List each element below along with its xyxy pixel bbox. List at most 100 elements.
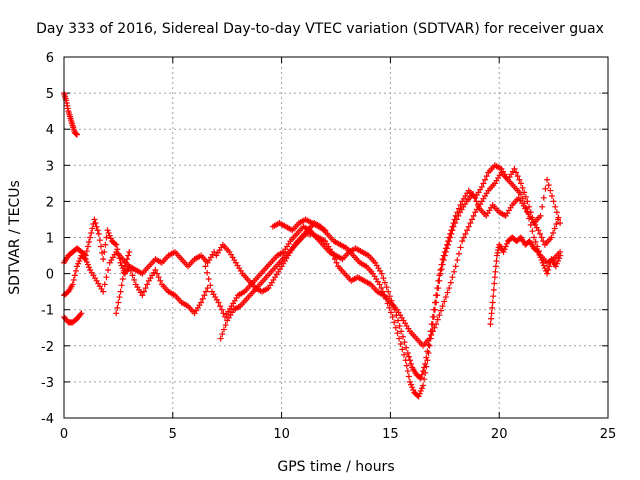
data-point	[451, 268, 458, 275]
data-point	[211, 248, 218, 255]
data-point	[539, 259, 546, 266]
data-point	[471, 194, 478, 201]
data-point	[517, 180, 524, 187]
data-point	[201, 292, 208, 299]
data-point	[76, 257, 83, 264]
data-point	[442, 248, 449, 255]
data-point	[491, 274, 498, 281]
data-point	[489, 299, 496, 306]
data-point	[557, 220, 564, 227]
series-arc-8	[217, 169, 564, 349]
data-point	[423, 363, 430, 370]
data-point	[409, 384, 416, 391]
data-point	[514, 173, 521, 180]
data-point	[113, 310, 120, 317]
data-point	[380, 275, 387, 282]
data-point	[537, 230, 543, 237]
data-point	[516, 176, 523, 183]
data-point	[438, 266, 445, 273]
data-point	[117, 288, 124, 295]
data-point	[500, 248, 507, 255]
data-point	[455, 212, 462, 219]
data-point	[548, 234, 555, 241]
data-point	[383, 284, 390, 291]
data-point	[333, 259, 340, 266]
data-point	[100, 256, 107, 263]
data-point	[117, 259, 124, 266]
data-point	[448, 230, 455, 237]
data-point	[459, 238, 466, 245]
data-point	[217, 303, 224, 310]
data-point	[74, 131, 81, 138]
data-point	[539, 203, 546, 210]
data-point	[376, 281, 383, 288]
data-point	[519, 184, 526, 191]
data-point	[69, 281, 76, 288]
data-point	[452, 220, 459, 227]
data-point	[385, 288, 392, 295]
data-point	[449, 227, 456, 234]
x-tick-label: 25	[600, 427, 617, 442]
data-point	[402, 357, 409, 364]
data-point	[106, 232, 113, 239]
data-point	[492, 263, 499, 270]
data-point	[103, 274, 110, 281]
data-point	[205, 276, 212, 283]
data-point	[457, 244, 464, 251]
data-point	[396, 322, 403, 329]
x-tick-label: 15	[382, 427, 399, 442]
data-point	[418, 385, 425, 392]
data-point	[395, 317, 402, 324]
data-point	[553, 220, 560, 227]
data-point	[88, 229, 95, 236]
y-tick-label: 0	[46, 268, 54, 283]
data-point	[446, 238, 453, 245]
data-point	[439, 256, 446, 263]
data-point	[450, 223, 457, 230]
data-point	[198, 299, 205, 306]
data-point	[491, 280, 498, 287]
data-point	[399, 333, 406, 340]
chart-title: Day 333 of 2016, Sidereal Day-to-day VTE…	[36, 21, 604, 37]
data-point	[422, 369, 429, 376]
data-point	[444, 289, 451, 296]
data-point	[86, 239, 93, 246]
data-point	[513, 169, 520, 176]
data-point	[124, 256, 131, 263]
data-point	[105, 229, 112, 236]
data-point	[529, 228, 536, 235]
data-point	[155, 274, 162, 281]
data-point	[103, 234, 110, 241]
data-point	[399, 346, 406, 353]
data-point	[220, 310, 227, 317]
gridlines	[64, 57, 608, 418]
data-point	[126, 248, 133, 255]
data-point	[433, 321, 440, 328]
data-point	[219, 331, 226, 338]
data-point	[488, 310, 495, 317]
data-point	[420, 382, 427, 389]
data-point	[403, 362, 410, 369]
data-point	[554, 216, 561, 223]
data-point	[446, 285, 453, 292]
data-point	[92, 220, 99, 227]
data-point	[418, 371, 425, 378]
data-point	[107, 235, 114, 242]
data-point	[78, 310, 85, 317]
data-point	[328, 248, 335, 255]
y-axis-label: SDTVAR / TECUs	[7, 180, 23, 295]
data-point	[482, 176, 489, 183]
data-point	[84, 261, 91, 268]
data-point	[120, 269, 127, 276]
data-point	[447, 279, 454, 286]
data-point	[83, 248, 90, 255]
data-point	[536, 251, 543, 258]
data-point	[460, 234, 467, 241]
data-point	[398, 328, 405, 335]
data-point	[542, 185, 549, 192]
data-point	[480, 180, 487, 187]
data-point	[417, 387, 424, 394]
data-point	[112, 240, 119, 247]
data-point	[537, 212, 544, 219]
